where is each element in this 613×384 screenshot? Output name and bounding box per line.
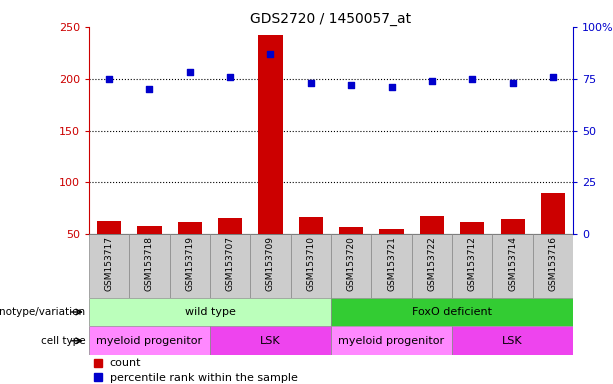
Bar (420, 215, 444, 286)
Point (387, 84, 397, 90)
Bar (331, 298, 573, 326)
Text: LSK: LSK (502, 336, 523, 346)
Bar (299, 217, 323, 286)
Bar (170, 234, 210, 298)
Bar (97, 221, 121, 286)
Bar (94, 359, 102, 367)
Point (185, 70, 195, 76)
Point (225, 74, 235, 80)
Text: GSM153717: GSM153717 (105, 236, 113, 291)
Bar (500, 219, 525, 286)
Text: count: count (110, 358, 141, 368)
Point (467, 76, 477, 82)
Text: myeloid progenitor: myeloid progenitor (338, 336, 444, 346)
Bar (492, 234, 533, 298)
Bar (460, 222, 484, 286)
Bar (412, 234, 452, 298)
Bar (452, 234, 492, 298)
Point (346, 82, 356, 88)
Bar (452, 326, 573, 355)
Bar (541, 193, 565, 286)
Bar (331, 234, 371, 298)
Bar (259, 35, 283, 286)
Bar (89, 326, 210, 355)
Bar (371, 234, 412, 298)
Text: GSM153710: GSM153710 (306, 236, 315, 291)
Text: LSK: LSK (260, 336, 281, 346)
Text: GSM153720: GSM153720 (347, 236, 356, 291)
Text: genotype/variation: genotype/variation (0, 307, 86, 317)
Text: myeloid progenitor: myeloid progenitor (96, 336, 202, 346)
Text: GSM153707: GSM153707 (226, 236, 235, 291)
Bar (331, 326, 452, 355)
Text: GSM153722: GSM153722 (427, 236, 436, 291)
Bar (178, 222, 202, 286)
Text: percentile rank within the sample: percentile rank within the sample (110, 372, 297, 383)
Point (508, 80, 517, 86)
Bar (533, 234, 573, 298)
Text: GSM153716: GSM153716 (549, 236, 557, 291)
Text: GSM153709: GSM153709 (266, 236, 275, 291)
Bar (250, 234, 291, 298)
Bar (291, 234, 331, 298)
Text: GSM153721: GSM153721 (387, 236, 396, 291)
Text: GSM153714: GSM153714 (508, 236, 517, 291)
Text: GSM153718: GSM153718 (145, 236, 154, 291)
Text: cell type: cell type (41, 336, 86, 346)
Text: GSM153719: GSM153719 (185, 236, 194, 291)
Bar (94, 373, 102, 381)
Bar (210, 234, 250, 298)
Bar (137, 226, 162, 286)
Title: GDS2720 / 1450057_at: GDS2720 / 1450057_at (251, 12, 411, 26)
Text: GSM153712: GSM153712 (468, 236, 477, 291)
Text: wild type: wild type (185, 307, 235, 317)
Bar (89, 234, 129, 298)
Bar (89, 298, 331, 326)
Point (306, 80, 316, 86)
Point (145, 86, 154, 92)
Text: FoxO deficient: FoxO deficient (412, 307, 492, 317)
Bar (379, 229, 404, 286)
Bar (339, 227, 364, 286)
Point (265, 51, 275, 57)
Bar (129, 234, 170, 298)
Point (548, 74, 558, 80)
Point (427, 78, 437, 84)
Point (104, 76, 114, 82)
Bar (210, 326, 331, 355)
Bar (218, 218, 242, 286)
